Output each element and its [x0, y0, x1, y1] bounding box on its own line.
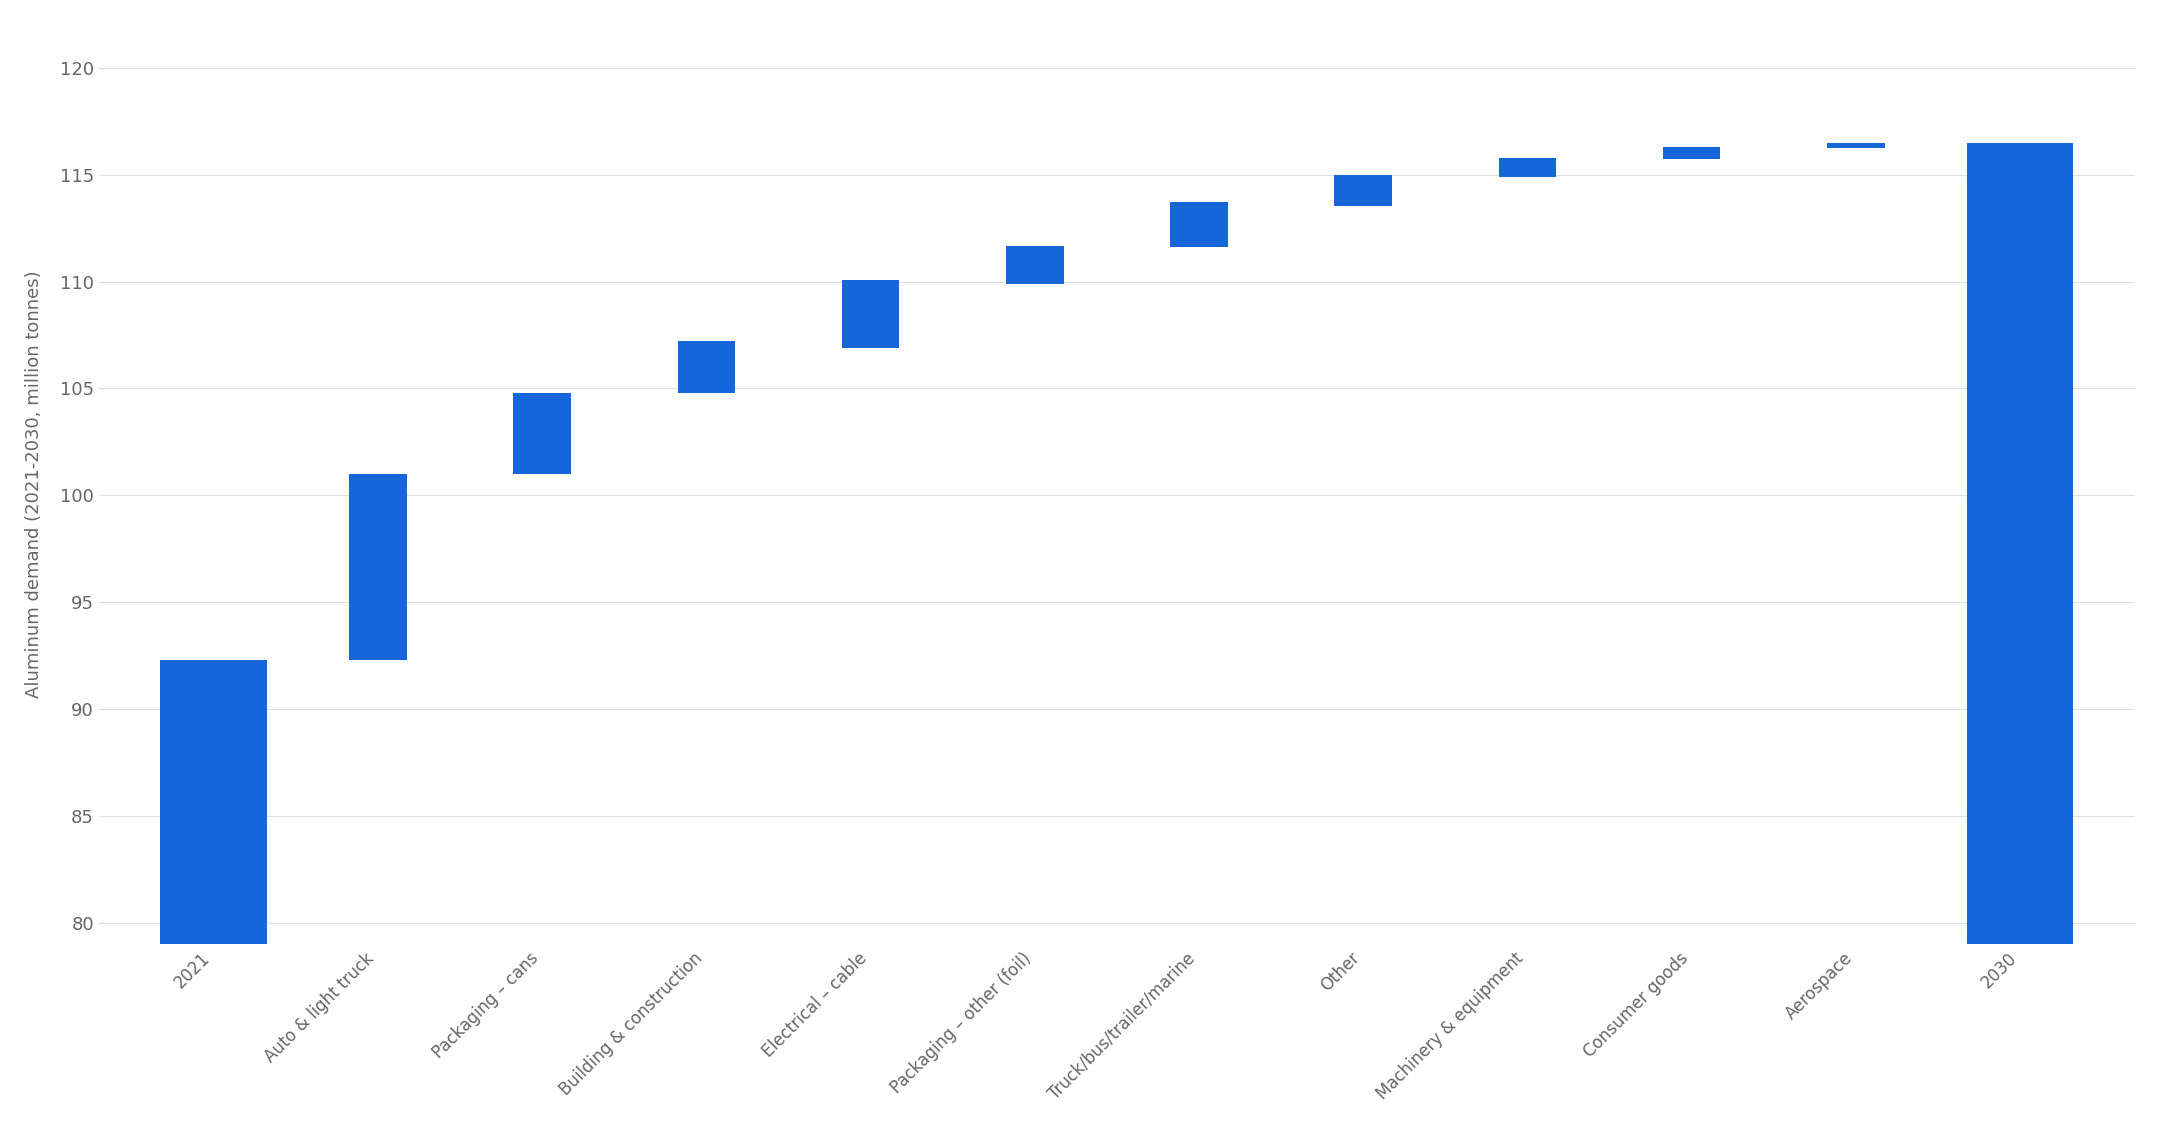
Bar [1007, 246, 1063, 284]
Bar [160, 660, 268, 1128]
Bar [1499, 158, 1555, 177]
Bar [1171, 202, 1227, 247]
Bar [678, 342, 734, 393]
Y-axis label: Aluminum demand (2021-2030, million tonnes): Aluminum demand (2021-2030, million tonn… [26, 271, 43, 698]
Bar [1968, 142, 2074, 1128]
Bar [514, 393, 570, 474]
Bar [1335, 175, 1391, 205]
Bar [1663, 147, 1719, 159]
Bar [842, 281, 899, 347]
Bar [350, 474, 406, 660]
Bar [1827, 142, 1884, 148]
